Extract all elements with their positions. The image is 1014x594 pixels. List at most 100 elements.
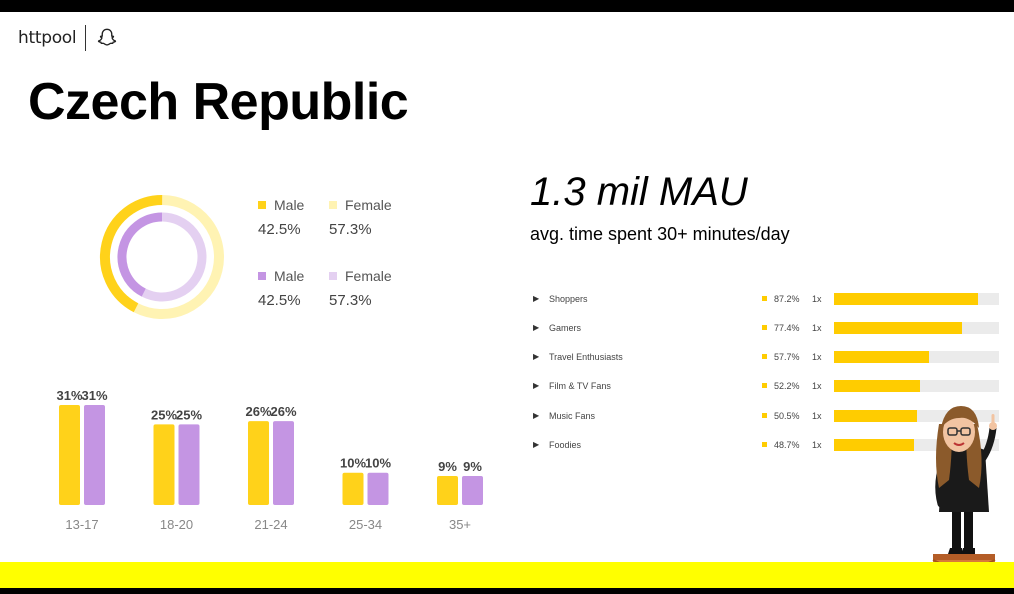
age-bar bbox=[178, 424, 200, 505]
mau-headline: 1.3 mil MAU bbox=[530, 170, 748, 214]
legend-male-1: Male 42.5% bbox=[258, 197, 304, 238]
interest-percent: 87.2% bbox=[774, 294, 800, 304]
age-bar-value-label: 25% bbox=[176, 407, 202, 422]
male-label: Male bbox=[274, 268, 305, 284]
interest-name: Travel Enthusiasts bbox=[549, 352, 623, 362]
age-bar-value-label: 10% bbox=[340, 456, 366, 471]
interest-bar-fill bbox=[834, 410, 918, 422]
interest-percent: 77.4% bbox=[774, 323, 800, 333]
age-bar bbox=[273, 421, 294, 505]
interest-multiplier: 1x bbox=[812, 294, 822, 304]
female-swatch bbox=[329, 201, 337, 209]
interest-percent: 52.2% bbox=[774, 381, 800, 391]
age-category-label: 18-20 bbox=[160, 517, 193, 532]
page-title: Czech Republic bbox=[28, 73, 409, 131]
top-border bbox=[0, 0, 1014, 12]
interest-name: Shoppers bbox=[549, 294, 588, 304]
interest-name: Gamers bbox=[549, 323, 582, 333]
legend-female-2: Female 57.3% bbox=[329, 268, 392, 309]
age-bar bbox=[462, 475, 483, 505]
interest-row[interactable]: ▶ Shoppers 87.2% 1x bbox=[533, 290, 1003, 308]
interest-percent: 57.7% bbox=[774, 352, 800, 362]
donut-segment-female bbox=[141, 212, 207, 302]
age-bar bbox=[153, 424, 175, 505]
interest-bar-fill bbox=[834, 322, 962, 334]
interest-name: Film & TV Fans bbox=[549, 381, 611, 391]
age-bar bbox=[84, 405, 105, 505]
age-bar-value-label: 26% bbox=[270, 404, 296, 419]
age-bar-chart: 31%31% 13-17 25%25% 18-20 26%26% 21-24 10%10% 2… bbox=[56, 388, 483, 532]
age-bar-value-label: 31% bbox=[56, 388, 82, 403]
female-label: Female bbox=[345, 268, 392, 284]
expand-arrow-icon[interactable]: ▶ bbox=[533, 352, 540, 361]
male-swatch bbox=[258, 201, 266, 209]
expand-arrow-icon[interactable]: ▶ bbox=[533, 440, 540, 449]
interest-multiplier: 1x bbox=[812, 323, 822, 333]
age-category-label: 13-17 bbox=[65, 517, 98, 532]
bottom-border bbox=[0, 588, 1014, 594]
interest-multiplier: 1x bbox=[812, 411, 822, 421]
age-bar bbox=[367, 472, 389, 505]
age-category-label: 25-34 bbox=[349, 517, 382, 532]
interest-percent: 50.5% bbox=[774, 411, 800, 421]
legend-male-2: Male 42.5% bbox=[258, 268, 304, 309]
interest-row[interactable]: ▶ Travel Enthusiasts 57.7% 1x bbox=[533, 348, 1003, 366]
interest-percent: 48.7% bbox=[774, 440, 800, 450]
female-swatch bbox=[329, 272, 337, 280]
snapchat-ghost-icon bbox=[98, 28, 117, 46]
interest-name: Music Fans bbox=[549, 411, 596, 421]
percent-swatch bbox=[762, 442, 767, 447]
interest-bar-track bbox=[834, 322, 999, 334]
accent-bar bbox=[0, 562, 1014, 588]
male-value: 42.5% bbox=[258, 292, 301, 309]
age-bar-value-label: 9% bbox=[438, 459, 457, 474]
donut-segment-female bbox=[133, 195, 224, 319]
age-bar bbox=[248, 421, 269, 505]
interest-bar-fill bbox=[834, 380, 921, 392]
interest-row[interactable]: ▶ Film & TV Fans 52.2% 1x bbox=[533, 377, 1003, 395]
percent-swatch bbox=[762, 413, 767, 418]
interest-bar-fill bbox=[834, 351, 930, 363]
gender-donut-chart bbox=[100, 195, 224, 319]
age-bar-value-label: 9% bbox=[463, 459, 482, 474]
expand-arrow-icon[interactable]: ▶ bbox=[533, 411, 540, 420]
donut-segment-male bbox=[117, 212, 163, 297]
bitmoji-avatar bbox=[932, 406, 997, 588]
donut-segment-male bbox=[100, 195, 163, 313]
male-value: 42.5% bbox=[258, 221, 301, 238]
age-bar bbox=[437, 475, 458, 505]
legend-female-1: Female 57.3% bbox=[329, 197, 392, 238]
interest-multiplier: 1x bbox=[812, 381, 822, 391]
percent-swatch bbox=[762, 325, 767, 330]
interest-bar-fill bbox=[834, 439, 915, 451]
male-swatch bbox=[258, 272, 266, 280]
male-label: Male bbox=[274, 197, 305, 213]
expand-arrow-icon[interactable]: ▶ bbox=[533, 381, 540, 390]
age-bar-value-label: 10% bbox=[365, 456, 391, 471]
brand-header: httpool bbox=[18, 24, 118, 52]
interest-multiplier: 1x bbox=[812, 440, 822, 450]
age-bar bbox=[342, 472, 364, 505]
age-bar-value-label: 26% bbox=[245, 404, 271, 419]
httpool-logo: httpool bbox=[18, 28, 77, 48]
expand-arrow-icon[interactable]: ▶ bbox=[533, 294, 540, 303]
interest-multiplier: 1x bbox=[812, 352, 822, 362]
interest-row[interactable]: ▶ Gamers 77.4% 1x bbox=[533, 319, 1003, 337]
age-bar-value-label: 31% bbox=[81, 388, 107, 403]
female-value: 57.3% bbox=[329, 221, 372, 238]
interest-bar-fill bbox=[834, 293, 978, 305]
percent-swatch bbox=[762, 296, 767, 301]
percent-swatch bbox=[762, 354, 767, 359]
age-category-label: 21-24 bbox=[254, 517, 287, 532]
mau-subtitle: avg. time spent 30+ minutes/day bbox=[530, 224, 790, 244]
age-bar-value-label: 25% bbox=[151, 407, 177, 422]
interest-bar-track bbox=[834, 380, 999, 392]
expand-arrow-icon[interactable]: ▶ bbox=[533, 323, 540, 332]
female-value: 57.3% bbox=[329, 292, 372, 309]
percent-swatch bbox=[762, 383, 767, 388]
interest-bar-track bbox=[834, 351, 999, 363]
interest-name: Foodies bbox=[549, 440, 582, 450]
female-label: Female bbox=[345, 197, 392, 213]
age-bar bbox=[59, 405, 80, 505]
interest-bar-track bbox=[834, 293, 999, 305]
